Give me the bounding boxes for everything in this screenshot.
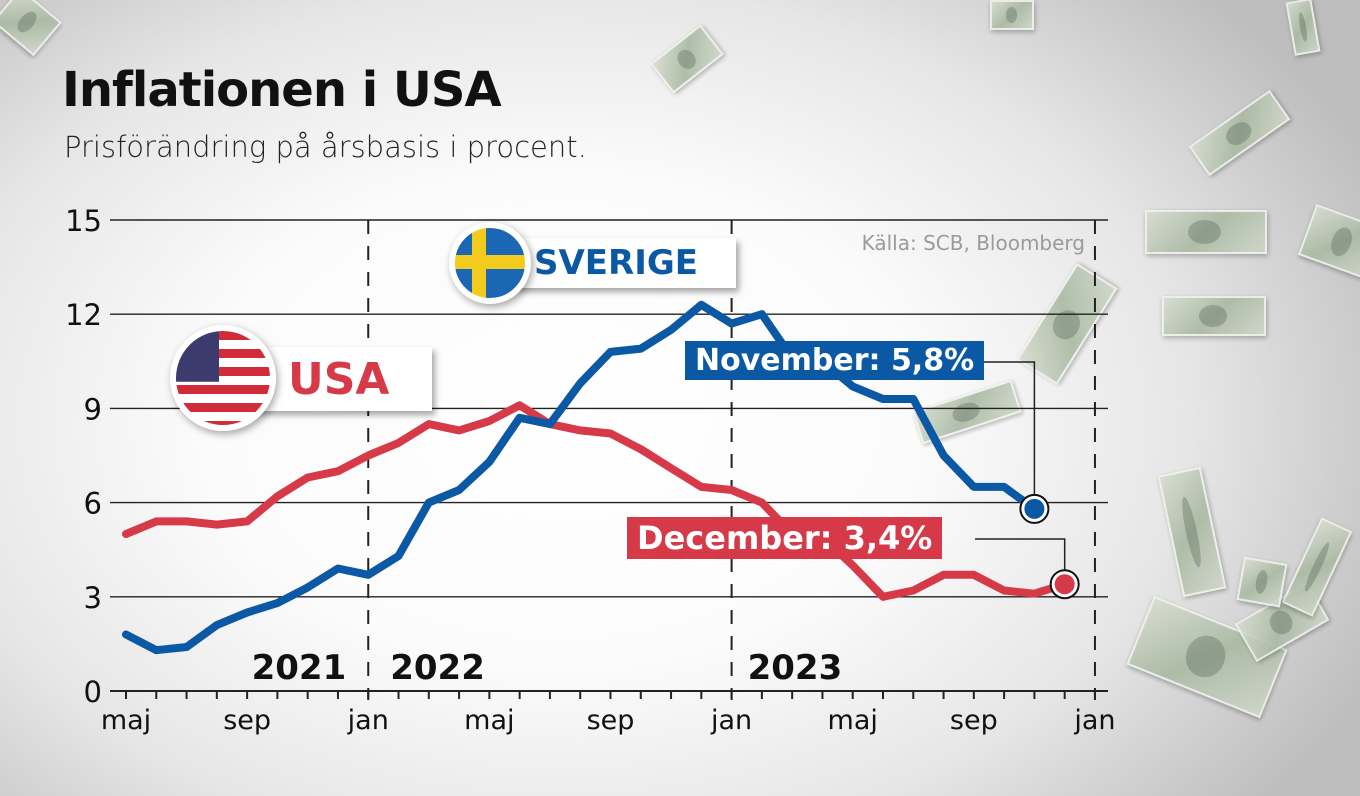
callout-usa: December: 3,4% (627, 517, 943, 559)
dollar-bill-image (990, 0, 1034, 30)
x-tick-label: maj (101, 705, 151, 736)
callout-connectors (975, 361, 1066, 585)
y-tick-label: 9 (84, 392, 102, 426)
source-note: Källa: SCB, Bloomberg (862, 231, 1085, 255)
dollar-bill-image (1145, 210, 1267, 254)
x-tick-label: jan (710, 705, 752, 736)
year-label: 2022 (390, 648, 485, 688)
x-axis: maj sep jan maj sep jan maj sep jan (101, 690, 1116, 736)
x-tick-label: maj (828, 705, 878, 736)
y-tick-label: 3 (84, 581, 102, 615)
sverige-series-line (122, 300, 1039, 655)
x-tick-label: sep (587, 705, 635, 736)
y-tick-label: 0 (84, 675, 102, 709)
x-tick-label: jan (1073, 705, 1115, 736)
dollar-bill-image (1162, 296, 1266, 336)
callout-sverige: November: 5,8% (685, 341, 985, 380)
legend-usa-label: USA (288, 353, 390, 405)
legend-sverige-label: SVERIGE (534, 243, 698, 283)
endpoint-markers (1019, 493, 1080, 600)
year-labels: 2021 2022 2023 (252, 648, 843, 688)
x-tick-label: sep (950, 705, 998, 736)
x-tick-label: sep (223, 705, 271, 736)
year-divider-lines (367, 220, 1096, 700)
y-tick-label: 15 (65, 204, 102, 238)
x-tick-label: maj (464, 705, 514, 736)
chart-subtitle: Prisförändring på årsbasis i procent. (64, 130, 587, 164)
chart-title: Inflationen i USA (62, 62, 502, 118)
usa-flag-icon (170, 325, 276, 431)
sweden-flag-icon (449, 222, 531, 304)
y-axis: 0 3 6 9 12 15 (65, 204, 102, 709)
year-label: 2021 (252, 648, 347, 688)
legend-sverige: SVERIGE (490, 238, 736, 288)
year-label: 2023 (748, 648, 843, 688)
y-tick-label: 6 (84, 487, 102, 521)
y-tick-label: 12 (65, 298, 102, 332)
x-tick-label: jan (347, 705, 389, 736)
usa-series-line (122, 401, 1069, 601)
